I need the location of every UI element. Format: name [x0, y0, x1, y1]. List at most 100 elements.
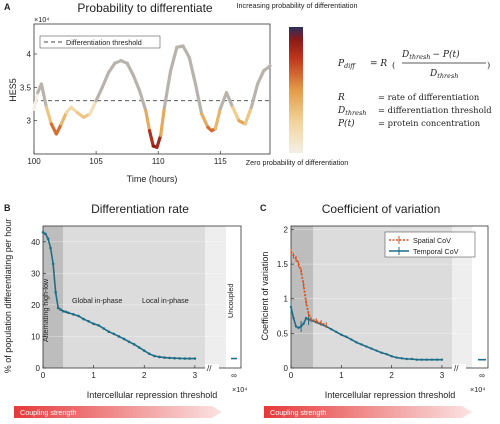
b-region-label-alternating: Alternating high-low [41, 278, 50, 342]
chart-c-plot-frame [290, 225, 489, 369]
hes5-trace-segment [125, 61, 135, 77]
panel-label-b: B [4, 203, 11, 213]
chart-a-title: Probability to differentiate [77, 1, 213, 15]
chart-b-ylabel: % of population differentiating per hour [3, 219, 13, 373]
ytick-label: 30 [31, 269, 40, 278]
ytick-label: 40 [31, 238, 40, 247]
colorbar-top-label: Increasing probability of differentiatio… [237, 1, 358, 10]
xtick-label: 2 [389, 371, 394, 380]
diff-rate-point [46, 237, 50, 240]
diff-rate-point [153, 354, 156, 358]
chart-b-x-multiplier: ×10⁴ [232, 385, 247, 394]
a-xtick-label: 100 [27, 157, 41, 166]
chart-a-legend: Differentiation threshold [39, 35, 161, 49]
temporal-cov-point [294, 325, 298, 328]
hes5-trace-segment [144, 109, 152, 133]
diff-rate-point [142, 349, 146, 352]
hes5-trace-segment [106, 61, 117, 75]
diff-rate-point [193, 357, 197, 360]
temporal-cov-point [440, 358, 444, 361]
temporal-cov-point [410, 357, 413, 361]
colorbar-top-line: Increasing probability of differentiatio… [237, 1, 358, 10]
eq-open-paren: ( [392, 60, 395, 70]
hes5-trace-segment [187, 55, 198, 86]
equation: Pdiff = R ( Dthresh − P(t) Dthresh ) R = r… [337, 49, 492, 129]
temporal-cov-point [390, 355, 393, 358]
xtick-label: 3 [193, 371, 198, 380]
temporal-cov-point [425, 358, 429, 361]
hes5-trace-segment [39, 82, 49, 109]
chart-a-y-multiplier: ×10⁴ [34, 15, 49, 24]
b-region-label-global: Global in-phase [72, 296, 122, 305]
temporal-cov-point [340, 333, 343, 336]
hes5-trace-segment [213, 107, 222, 131]
diff-rate-point [168, 356, 171, 360]
hes5-trace-segment [224, 91, 235, 109]
eq-lhs: Pdiff [337, 59, 356, 70]
temporal-cov-point [380, 351, 383, 354]
diff-rate-point [41, 231, 45, 234]
diff-rate-point [97, 324, 100, 327]
hes5-trace-segment [88, 99, 98, 116]
diff-rate-point [137, 346, 141, 349]
diff-rate-point [112, 332, 116, 336]
hes5-trace-segment [218, 91, 229, 111]
diff-rate-point [132, 343, 136, 346]
temporal-cov-point [405, 357, 408, 361]
eq-denominator: Dthresh [429, 69, 459, 80]
temporal-cov-point [297, 326, 300, 330]
hes5-trace-segment [54, 122, 63, 136]
diff-rate-point [56, 306, 60, 310]
eq-def-symbol: Dthresh [337, 106, 367, 117]
panel-label-c: C [260, 203, 267, 213]
legend-threshold-label: Differentiation threshold [66, 38, 142, 47]
ytick-label: 0.5 [277, 329, 289, 338]
diff-rate-point [178, 357, 181, 360]
b-coupling-arrow [14, 406, 222, 418]
diff-rate-point [183, 357, 187, 360]
colorbar-bottom-label: Zero probability of differentiation [246, 158, 349, 167]
ytick-label: 1 [284, 295, 289, 304]
chart-a-ylabel: HES5 [8, 78, 18, 102]
hes5-trace-segment [231, 105, 241, 123]
hes5-trace-segment [193, 82, 204, 116]
b-region-label-uncoupled: Uncoupled [226, 284, 235, 318]
c-coupling-label: Coupling strength [270, 408, 326, 417]
hes5-trace-segment [200, 112, 210, 129]
xtick-label: 1 [91, 371, 96, 380]
hes5-trace-segment [162, 69, 173, 109]
diff-rate-point [102, 327, 106, 330]
hes5-trace-segment [131, 73, 142, 93]
a-ytick-label: 3 [27, 117, 32, 126]
panel-label-a: A [4, 2, 11, 12]
diff-rate-point [158, 355, 161, 359]
b-region-local [205, 226, 226, 368]
temporal-cov-point [302, 322, 305, 325]
hes5-trace-segment [155, 133, 163, 149]
ytick-label: 0 [36, 364, 41, 373]
diff-rate-point [67, 311, 70, 315]
temporal-cov-point [360, 343, 363, 346]
eq-def-symbol: R [337, 93, 345, 103]
chart-b-title: Differentiation rate [91, 202, 189, 216]
c-axis-break-gap [452, 364, 466, 372]
hes5-trace-segment [137, 89, 148, 113]
hes5-trace-segment [44, 105, 53, 126]
ytick-label: 10 [31, 332, 40, 341]
hes5-trace-segment [59, 111, 68, 126]
diff-rate-point [59, 308, 63, 311]
diff-rate-point [44, 232, 47, 236]
chart-b-xlabel: Intercellular repression threshold [87, 390, 218, 400]
chart-c-ylabel: Coefficient of variation [260, 252, 270, 341]
a-xtick-label: 105 [89, 157, 103, 166]
legend-temporal-label: Temporal CoV [413, 247, 459, 256]
temporal-cov-point [370, 347, 373, 350]
eq-num-sub: thresh [409, 53, 430, 61]
xtick-label: 0 [41, 371, 46, 380]
hes5-trace-segment [100, 71, 111, 89]
eq-num-rest: − P(t) [433, 49, 461, 60]
chart-b-plot-frame [42, 225, 242, 369]
diff-rate-point [127, 340, 131, 344]
temporal-cov-point [345, 335, 348, 339]
